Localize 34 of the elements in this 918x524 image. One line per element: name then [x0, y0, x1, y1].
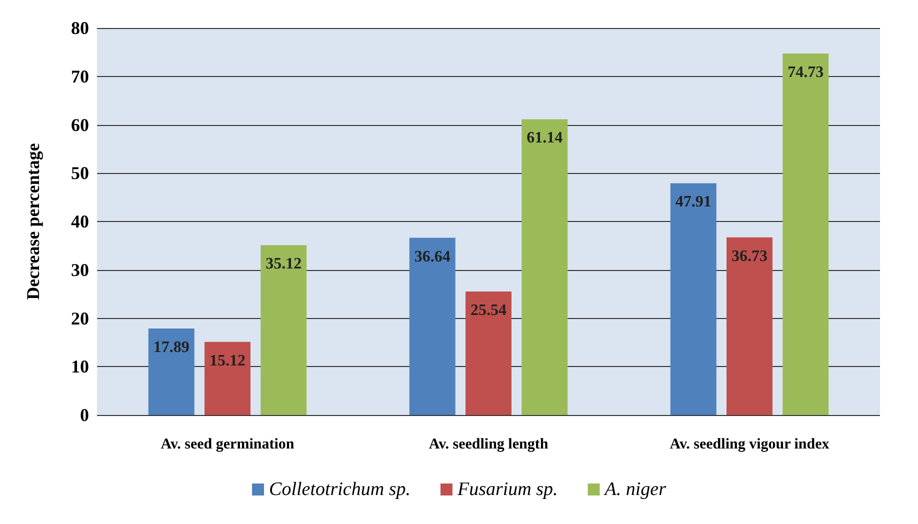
bar [522, 119, 568, 415]
data-label: 36.73 [732, 248, 768, 265]
data-label: 15.12 [210, 352, 246, 370]
y-tick-label: 20 [71, 308, 89, 328]
legend-label: Colletotrichum sp. [269, 479, 410, 500]
y-tick-label: 60 [71, 114, 89, 135]
data-label: 61.14 [526, 130, 563, 147]
bar [670, 183, 716, 415]
y-tick-label: 80 [71, 18, 89, 38]
data-label: 74.73 [788, 64, 824, 81]
data-label: 25.54 [470, 302, 506, 319]
y-axis-title: Decrease percentage [23, 143, 43, 300]
y-tick-label: 50 [71, 163, 89, 184]
bar [409, 238, 456, 415]
x-tick-label: Av. seedling vigour index [670, 436, 830, 452]
bar [782, 53, 829, 415]
x-tick-label: Av. seedling length [428, 436, 549, 452]
legend-label: A. niger [602, 479, 667, 500]
bar [260, 245, 307, 415]
y-tick-label: 70 [71, 66, 89, 86]
bar [204, 342, 250, 415]
y-tick-label: 0 [80, 405, 89, 425]
y-tick-label: 40 [71, 212, 89, 232]
bar [466, 291, 512, 415]
data-label: 47.91 [675, 194, 712, 211]
bar [148, 328, 194, 415]
data-label: 35.12 [266, 256, 302, 273]
y-tick-label: 10 [71, 356, 89, 377]
y-tick-label: 30 [71, 260, 89, 280]
x-tick-label: Av. seed germination [160, 436, 295, 452]
data-label: 17.89 [153, 338, 190, 356]
data-label: 36.64 [414, 248, 450, 266]
bar [726, 237, 772, 415]
legend-label: Fusarium sp. [456, 479, 558, 500]
